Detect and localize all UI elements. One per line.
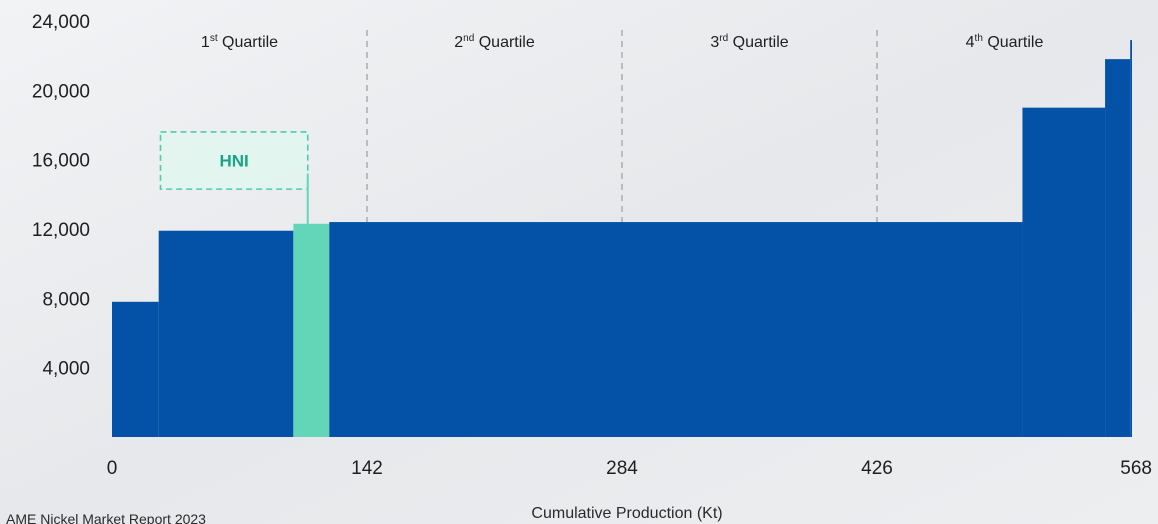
bar-2 bbox=[158, 230, 294, 437]
bar-7 bbox=[1130, 40, 1132, 438]
hni-annotation: HNI bbox=[159, 131, 309, 224]
x-tick-label: 426 bbox=[861, 458, 893, 479]
bar-4 bbox=[329, 222, 1023, 437]
bar-hni bbox=[293, 223, 330, 437]
quartile-labels: 1st Quartile 2nd Quartile 3rd Quartile 4th … bbox=[201, 33, 1044, 51]
quartile-label-3: 3rd Quartile bbox=[710, 33, 788, 51]
cost-bars bbox=[112, 40, 1132, 438]
y-axis-ticks: 4,000 8,000 12,000 16,000 20,000 24,000 bbox=[32, 12, 90, 380]
quartile-label-2: 2nd Quartile bbox=[454, 33, 535, 51]
x-tick-label: 142 bbox=[351, 458, 383, 479]
source-note: AME Nickel Market Report 2023 bbox=[6, 511, 206, 524]
x-axis-ticks: 0 142 284 426 568 bbox=[107, 458, 1152, 479]
bar-6 bbox=[1105, 59, 1131, 438]
y-tick-label: 16,000 bbox=[32, 151, 90, 172]
x-axis-title: Cumulative Production (Kt) bbox=[531, 505, 722, 522]
bar-1 bbox=[112, 301, 159, 437]
y-tick-label: 24,000 bbox=[32, 12, 90, 33]
bar-5 bbox=[1022, 107, 1106, 438]
y-tick-label: 20,000 bbox=[32, 81, 90, 102]
quartile-label-4: 4th Quartile bbox=[966, 33, 1044, 51]
x-tick-label: 568 bbox=[1120, 458, 1152, 479]
y-tick-label: 4,000 bbox=[42, 359, 90, 380]
y-tick-label: 8,000 bbox=[42, 289, 90, 310]
quartile-label-1: 1st Quartile bbox=[201, 33, 278, 51]
x-tick-label: 284 bbox=[606, 458, 638, 479]
hni-label-box bbox=[159, 131, 309, 190]
y-tick-label: 12,000 bbox=[32, 220, 90, 241]
hni-label: HNI bbox=[219, 152, 248, 171]
x-tick-label: 0 bbox=[107, 458, 118, 479]
